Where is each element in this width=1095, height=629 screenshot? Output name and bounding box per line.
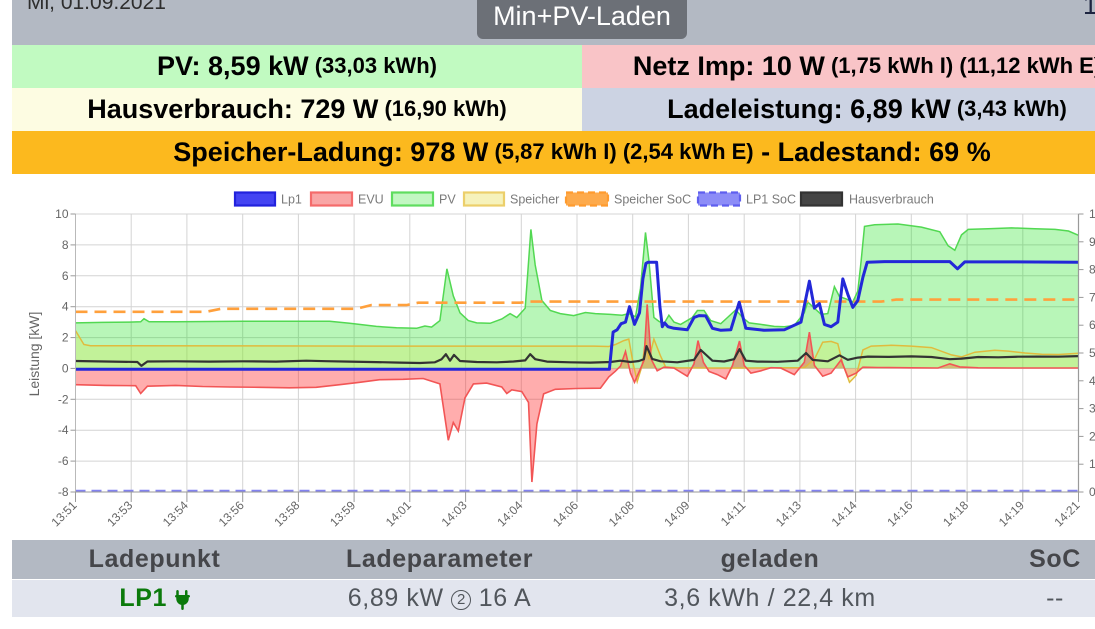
- svg-text:14:04: 14:04: [494, 498, 525, 529]
- svg-text:Speicher SoC: Speicher SoC: [614, 193, 691, 207]
- svg-text:Leistung [kW]: Leistung [kW]: [26, 312, 42, 397]
- svg-text:60: 60: [1089, 318, 1095, 332]
- svg-text:50: 50: [1089, 346, 1095, 360]
- svg-text:90: 90: [1089, 235, 1095, 249]
- svg-text:13:53: 13:53: [104, 498, 135, 529]
- svg-text:14:19: 14:19: [996, 498, 1027, 529]
- svg-text:13:59: 13:59: [327, 498, 358, 529]
- svg-text:13:56: 13:56: [216, 498, 247, 529]
- svg-text:14:01: 14:01: [383, 498, 414, 529]
- svg-text:8: 8: [62, 238, 69, 252]
- svg-text:13:51: 13:51: [48, 498, 79, 529]
- svg-text:14:14: 14:14: [829, 498, 860, 529]
- svg-text:80: 80: [1089, 263, 1095, 277]
- svg-text:10: 10: [55, 207, 69, 221]
- svg-text:14:09: 14:09: [661, 498, 692, 529]
- svg-text:6: 6: [62, 269, 69, 283]
- svg-text:14:11: 14:11: [718, 498, 749, 529]
- svg-text:-8: -8: [58, 485, 69, 499]
- svg-text:20: 20: [1089, 429, 1095, 443]
- svg-text:70: 70: [1089, 290, 1095, 304]
- svg-text:14:08: 14:08: [606, 498, 637, 529]
- svg-text:PV: PV: [439, 193, 456, 207]
- svg-text:13:54: 13:54: [160, 498, 191, 529]
- svg-text:-2: -2: [58, 392, 69, 406]
- svg-text:14:16: 14:16: [884, 498, 915, 529]
- svg-text:14:18: 14:18: [940, 498, 971, 529]
- svg-text:4: 4: [62, 300, 69, 314]
- svg-text:40: 40: [1089, 374, 1095, 388]
- svg-text:14:06: 14:06: [550, 498, 581, 529]
- svg-text:30: 30: [1089, 402, 1095, 416]
- svg-text:0: 0: [1089, 485, 1095, 499]
- svg-text:0: 0: [62, 361, 69, 375]
- svg-text:14:03: 14:03: [439, 498, 470, 529]
- svg-text:10: 10: [1089, 457, 1095, 471]
- svg-text:14:13: 14:13: [773, 498, 804, 529]
- svg-text:Lp1: Lp1: [281, 193, 302, 207]
- svg-text:100: 100: [1089, 207, 1095, 221]
- svg-text:14:21: 14:21: [1051, 498, 1082, 529]
- svg-text:Hausverbrauch: Hausverbrauch: [849, 193, 934, 207]
- svg-text:-6: -6: [58, 454, 69, 468]
- svg-text:LP1 SoC: LP1 SoC: [746, 193, 796, 207]
- svg-text:13:58: 13:58: [271, 498, 302, 529]
- svg-text:EVU: EVU: [358, 193, 384, 207]
- svg-text:-4: -4: [58, 423, 69, 437]
- svg-text:Speicher: Speicher: [510, 193, 559, 207]
- svg-text:2: 2: [62, 331, 69, 345]
